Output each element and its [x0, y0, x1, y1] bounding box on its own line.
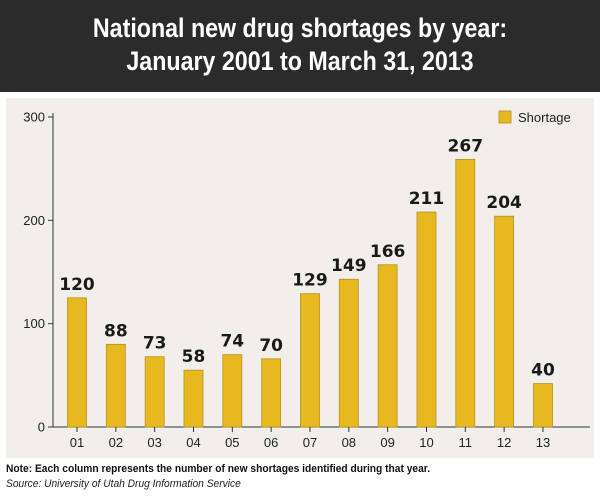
- x-tick-label: 09: [380, 435, 394, 450]
- bar: [416, 211, 437, 428]
- bar-chart: 0 100 200 300 120 01 88 02 73 03 58 04 74 05 70 06 129 07…: [23, 110, 590, 450]
- data-label: 40: [531, 361, 555, 381]
- chart-title-line-1: National new drug shortages by year:: [92, 13, 508, 43]
- bar: [455, 158, 476, 428]
- chart-panel: 0 100 200 300 120 01 88 02 73 03 58 04 74 05 70 06 129 07…: [6, 98, 594, 458]
- bar: [144, 356, 165, 428]
- x-tick-label: 12: [497, 435, 511, 450]
- data-label: 129: [292, 271, 328, 291]
- data-label: 70: [259, 336, 283, 356]
- legend-swatch: [498, 110, 512, 124]
- x-tick-label: 05: [225, 435, 239, 450]
- x-tick-label: 02: [109, 435, 123, 450]
- data-label: 73: [143, 334, 167, 354]
- bar: [300, 293, 320, 428]
- data-label: 267: [448, 136, 484, 156]
- data-label: 166: [370, 242, 406, 262]
- x-tick-label: 06: [264, 435, 278, 450]
- data-label: 88: [104, 321, 128, 341]
- x-tick-label: 04: [186, 435, 200, 450]
- y-tick-label: 200: [23, 213, 45, 228]
- data-label: 58: [182, 347, 206, 367]
- chart-header: National new drug shortages by year: Jan…: [0, 0, 600, 92]
- x-tick-label: 07: [303, 435, 317, 450]
- chart-title-line-2: January 2001 to March 31, 2013: [126, 46, 474, 76]
- chart-note: Note: Each column represents the number …: [6, 463, 431, 475]
- data-label: 211: [409, 189, 445, 209]
- data-label: 120: [59, 275, 95, 295]
- legend-label: Shortage: [518, 110, 571, 125]
- x-tick-label: 03: [147, 435, 161, 450]
- bar: [222, 354, 243, 428]
- chart-source: Source: University of Utah Drug Informat…: [6, 478, 241, 490]
- data-label: 149: [331, 256, 367, 276]
- y-tick-label: 0: [38, 420, 45, 435]
- bar: [533, 383, 553, 428]
- bar: [494, 215, 515, 428]
- y-tick-label: 300: [23, 110, 45, 125]
- bar: [105, 343, 126, 428]
- x-tick-label: 10: [419, 435, 433, 450]
- data-label: 74: [220, 332, 244, 352]
- x-tick-label: 01: [70, 435, 84, 450]
- chart-footer: Note: Each column represents the number …: [6, 462, 594, 492]
- bar: [183, 369, 204, 428]
- y-tick-label: 100: [23, 316, 45, 331]
- x-tick-label: 08: [342, 435, 356, 450]
- bar: [338, 278, 359, 428]
- bar: [67, 297, 87, 428]
- bar: [261, 358, 282, 428]
- x-tick-label: 11: [459, 435, 473, 450]
- data-label: 204: [486, 193, 522, 213]
- bar: [377, 264, 398, 428]
- x-tick-label: 13: [536, 435, 550, 450]
